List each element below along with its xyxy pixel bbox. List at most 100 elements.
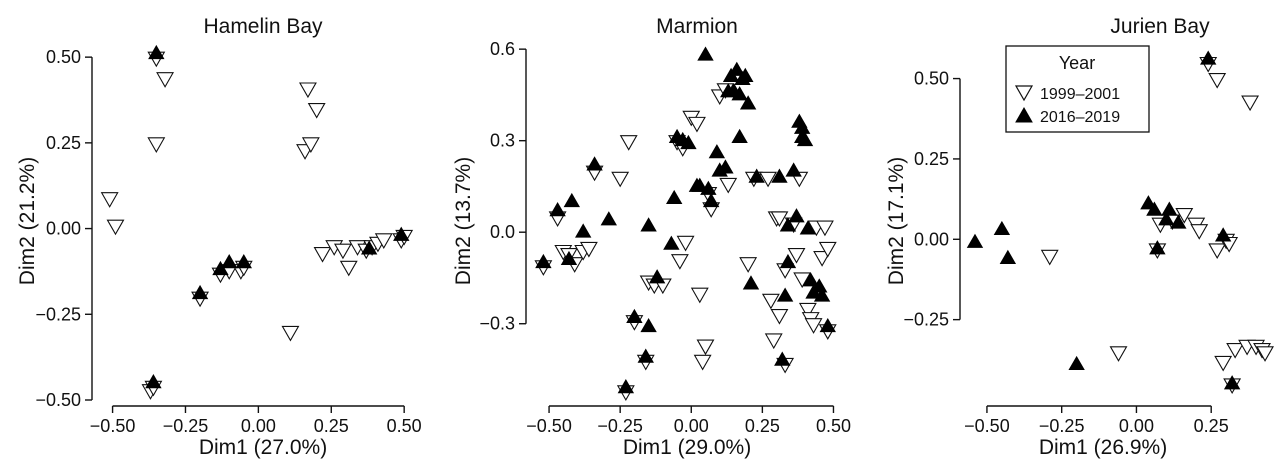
- x-tick-label: 0.00: [241, 416, 276, 436]
- point-2016-2019: [560, 250, 578, 266]
- x-tick-label: 0.00: [674, 416, 709, 436]
- point-1999-2001: [770, 309, 789, 325]
- point-1999-2001: [156, 72, 175, 88]
- point-2016-2019: [737, 67, 754, 83]
- x-axis-label: Dim1 (29.0%): [623, 436, 751, 459]
- point-2016-2019: [586, 156, 603, 171]
- point-2016-2019: [728, 61, 745, 76]
- point-1999-2001: [1040, 249, 1059, 266]
- y-tick-label: −0.3: [479, 314, 515, 334]
- point-2016-2019: [993, 220, 1011, 236]
- x-axis-label: Dim1 (27.0%): [199, 436, 327, 459]
- legend-label: 1999–2001: [1040, 86, 1120, 103]
- x-tick-label: −0.25: [597, 416, 643, 436]
- y-axis-label: Dim2 (21.2%): [16, 157, 39, 285]
- point-1999-2001: [770, 211, 789, 228]
- point-2016-2019: [811, 278, 828, 293]
- point-2016-2019: [691, 177, 708, 192]
- point-2016-2019: [640, 317, 657, 333]
- axes: −0.50 −0.25 0.00 0.25 0.50 −0.3 0.0 0.3 0.6: [479, 39, 851, 436]
- panel-marmion: Marmion Dim1 (29.0%) Dim2 (13.7%) −0.50 −…: [452, 15, 851, 459]
- panel-title: Marmion: [656, 15, 738, 38]
- point-2016-2019: [966, 233, 984, 248]
- point-1999-2001: [147, 137, 166, 153]
- axes: −0.50 −0.25 0.00 0.25 −0.25 0.00 0.25 0.50: [903, 69, 1228, 436]
- point-1999-2001: [719, 177, 738, 194]
- point-1999-2001: [100, 192, 119, 208]
- point-2016-2019: [1170, 214, 1187, 229]
- axes: −0.50 −0.25 0.00 0.25 0.50 −0.50 −0.25 0.00 0.25…: [35, 47, 421, 436]
- y-tick-label: −0.25: [903, 310, 949, 330]
- panel-hamelin-bay: Hamelin Bay Dim1 (27.0%) Dim2 (21.2%) −0…: [16, 15, 422, 459]
- point-2016-2019: [235, 254, 252, 269]
- plot-area: [534, 46, 837, 401]
- y-tick-label: −0.50: [35, 390, 81, 410]
- point-2016-2019: [360, 240, 378, 255]
- point-1999-2001: [339, 260, 358, 277]
- point-1999-2001: [1208, 73, 1227, 89]
- point-1999-2001: [764, 333, 783, 350]
- point-2016-2019: [563, 192, 581, 208]
- point-2016-2019: [708, 144, 726, 159]
- x-tick-label: −0.25: [163, 416, 209, 436]
- x-tick-label: −0.50: [964, 416, 1010, 436]
- point-1999-2001: [1214, 355, 1233, 372]
- y-tick-label: 0.00: [46, 219, 81, 239]
- point-2016-2019: [1214, 227, 1232, 242]
- plot-area: [966, 50, 1274, 395]
- point-1999-2001: [787, 248, 806, 264]
- point-1999-2001: [1241, 95, 1260, 112]
- point-1999-2001: [761, 293, 780, 310]
- point-2016-2019: [802, 272, 819, 287]
- point-1999-2001: [313, 247, 332, 263]
- point-2016-2019: [742, 275, 760, 290]
- plot-area: [100, 44, 414, 400]
- point-2016-2019: [779, 217, 797, 232]
- point-2016-2019: [1068, 355, 1085, 371]
- point-1999-2001: [688, 116, 706, 133]
- point-2016-2019: [1146, 201, 1163, 216]
- point-1999-2001: [374, 233, 393, 249]
- point-1999-2001: [106, 219, 125, 236]
- point-2016-2019: [813, 287, 831, 302]
- x-tick-label: −0.50: [90, 416, 136, 436]
- point-1999-2001: [1256, 346, 1274, 362]
- legend-marker-open-down-triangle: [1014, 85, 1034, 102]
- y-axis-label: Dim2 (13.7%): [452, 157, 475, 285]
- point-2016-2019: [731, 86, 748, 101]
- x-tick-label: 0.50: [387, 416, 422, 436]
- point-2016-2019: [600, 211, 617, 226]
- point-2016-2019: [680, 134, 697, 150]
- point-2016-2019: [617, 378, 635, 394]
- legend-marker-filled-up-triangle: [1015, 106, 1033, 123]
- point-1999-2001: [301, 137, 320, 153]
- point-2016-2019: [145, 374, 162, 389]
- point-1999-2001: [579, 241, 598, 258]
- point-1999-2001: [676, 235, 695, 252]
- point-1999-2001: [739, 257, 758, 273]
- point-2016-2019: [666, 189, 683, 205]
- legend: Year 1999–2001 2016–2019: [1005, 45, 1150, 133]
- point-1999-2001: [1175, 208, 1194, 224]
- y-tick-label: 0.25: [46, 133, 81, 153]
- point-1999-2001: [804, 318, 823, 334]
- point-2016-2019: [663, 235, 680, 250]
- point-1999-2001: [696, 339, 715, 356]
- y-tick-label: 0.00: [914, 229, 949, 249]
- point-1999-2001: [333, 243, 352, 260]
- point-2016-2019: [393, 226, 410, 241]
- x-tick-label: 0.50: [816, 416, 851, 436]
- x-tick-label: −0.50: [526, 416, 572, 436]
- point-1999-2001: [693, 354, 712, 371]
- point-2016-2019: [221, 254, 238, 269]
- point-1999-2001: [670, 254, 689, 270]
- panel-jurien-bay: Jurien Bay Dim1 (26.9%) Dim2 (17.1%) −0.…: [885, 15, 1274, 459]
- point-2016-2019: [819, 317, 836, 333]
- legend-title: Year: [1059, 53, 1095, 73]
- point-2016-2019: [637, 348, 654, 363]
- point-2016-2019: [549, 202, 566, 217]
- point-1999-2001: [619, 135, 638, 151]
- point-2016-2019: [626, 308, 643, 324]
- point-1999-2001: [818, 241, 837, 258]
